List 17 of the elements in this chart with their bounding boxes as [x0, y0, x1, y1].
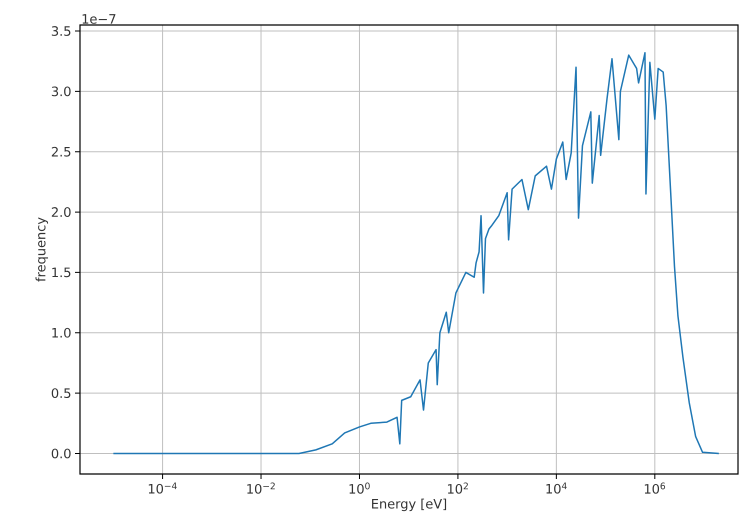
x-tick-label: 10$^{−2}$	[247, 482, 275, 494]
y-tick-label: 1.0	[52, 328, 71, 338]
y-tick-label: 2.0	[52, 207, 71, 217]
y-tick-label: 1.5	[52, 268, 70, 278]
x-tick-label: 10$^{4}$	[546, 482, 567, 494]
x-tick-label: 10$^{−4}$	[148, 482, 177, 494]
x-tick-label: 10$^{2}$	[448, 482, 468, 494]
x-tick-label: 10$^{0}$	[350, 482, 370, 494]
x-tick-label: 10$^{6}$	[644, 482, 666, 494]
y-tick-label: 2.5	[52, 146, 70, 157]
y-tick-label: 3.0	[52, 86, 71, 96]
y-axis-title: frequency	[36, 217, 48, 282]
text: 1e−7	[82, 14, 116, 24]
y-tick-label: 0.5	[52, 388, 70, 398]
x-axis-title: Energy [eV]	[372, 498, 446, 512]
y-tick-label: 0.0	[52, 448, 71, 458]
y-tick-label: 3.5	[52, 26, 70, 36]
